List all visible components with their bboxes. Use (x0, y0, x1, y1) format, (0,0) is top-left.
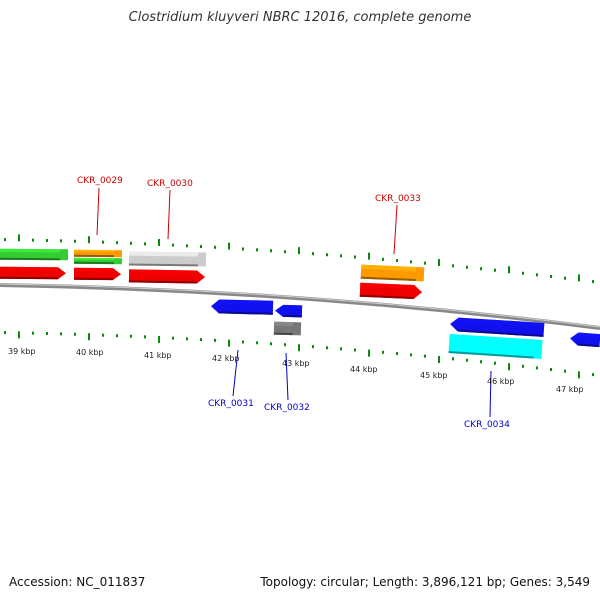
orange-feature-0033-highlight (361, 264, 417, 272)
cyan-feature-0034-highlight (449, 334, 535, 346)
blue-feature-0034 (450, 317, 545, 337)
inner-tick-ring (4, 331, 594, 379)
genome-summary-text: Topology: circular; Length: 3,896,121 bp… (260, 575, 590, 589)
green-feature-1-highlight (0, 248, 61, 253)
darkgray-feature-0032-shadow (273, 332, 293, 336)
gene-label-ckr-0032[interactable]: CKR_0032 (264, 403, 310, 413)
label-connectors (96, 187, 492, 418)
scale-label-41: 41 kbp (144, 351, 172, 360)
label-connector (393, 204, 398, 255)
blue-feature-0031 (211, 299, 274, 315)
red-feature-0033 (359, 282, 422, 299)
scale-label-39: 39 kbp (8, 347, 36, 356)
blue-feature-0032-shadow (282, 314, 302, 318)
scale-label-44: 44 kbp (350, 365, 378, 374)
label-connector (167, 189, 171, 240)
red-feature-0030 (128, 269, 205, 284)
darkgray-feature-0032-highlight (274, 321, 294, 327)
scale-labels: 39 kbp 40 kbp 41 kbp 42 kbp 43 kbp 44 kb… (8, 347, 584, 394)
outer-tick-ring (4, 234, 594, 284)
scale-label-43: 43 kbp (282, 359, 310, 368)
red-feature-0033-highlight (360, 282, 415, 290)
scale-label-42: 42 kbp (212, 354, 240, 363)
cyan-feature-0034-shadow (448, 350, 534, 359)
green-feature-1-shadow (0, 257, 60, 261)
red-feature-0029-shadow (73, 277, 113, 281)
blue-feature-0034-highlight (458, 317, 545, 328)
gene-label-ckr-0031[interactable]: CKR_0031 (208, 399, 254, 409)
red-feature-1-highlight (0, 266, 59, 271)
red-feature-0029 (73, 267, 121, 281)
red-feature-0029-highlight (74, 267, 114, 272)
blue-feature-0032-highlight (283, 304, 303, 309)
label-connector (96, 187, 100, 236)
blue-feature-edge-shadow (577, 343, 600, 348)
orange-feature-0029 (73, 249, 123, 258)
scale-label-46: 46 kbp (487, 377, 515, 386)
gray-feature-0030-highlight (129, 251, 199, 257)
blue-feature-0034-shadow (457, 329, 544, 337)
genome-backbone-highlight (0, 283, 600, 328)
scale-label-40: 40 kbp (76, 348, 104, 357)
label-connector (285, 352, 289, 401)
orange-feature-0029-highlight (74, 249, 115, 253)
scale-label-45: 45 kbp (420, 371, 448, 380)
label-connector (232, 349, 239, 397)
green-feature-1 (0, 248, 69, 261)
gray-feature-0030-shadow (128, 263, 198, 267)
red-feature-1 (0, 266, 66, 280)
accession-text: Accession: NC_011837 (9, 575, 146, 589)
green-feature-0029 (73, 257, 123, 265)
darkgray-feature-0032 (273, 321, 302, 336)
orange-feature-0029-shadow (73, 254, 114, 258)
green-feature-0029-shadow (73, 261, 114, 265)
blue-feature-0031-highlight (219, 299, 274, 305)
scale-label-47: 47 kbp (556, 385, 584, 394)
red-feature-0030-highlight (129, 269, 198, 275)
red-feature-1-shadow (0, 276, 58, 280)
gene-label-ckr-0030[interactable]: CKR_0030 (147, 179, 193, 189)
green-feature-0029-highlight (74, 257, 115, 261)
cyan-feature-0034 (448, 334, 543, 359)
label-connector (489, 370, 492, 418)
gray-feature-0030 (128, 251, 207, 267)
feature-track (0, 248, 600, 359)
orange-feature-0033-shadow (360, 276, 416, 281)
orange-feature-0033 (360, 264, 425, 282)
blue-feature-0032 (275, 304, 303, 318)
map-title: Clostridium kluyveri NBRC 12016, complet… (128, 10, 472, 25)
red-feature-0033-shadow (359, 294, 414, 299)
genome-backbone (0, 283, 600, 330)
gene-label-ckr-0033[interactable]: CKR_0033 (375, 194, 421, 204)
blue-feature-edge (570, 332, 600, 348)
blue-feature-edge-highlight (578, 332, 600, 339)
blue-feature-0031-shadow (218, 311, 273, 315)
gene-label-ckr-0029[interactable]: CKR_0029 (77, 176, 123, 186)
gene-label-ckr-0034[interactable]: CKR_0034 (464, 420, 510, 430)
red-feature-0030-shadow (128, 280, 197, 284)
